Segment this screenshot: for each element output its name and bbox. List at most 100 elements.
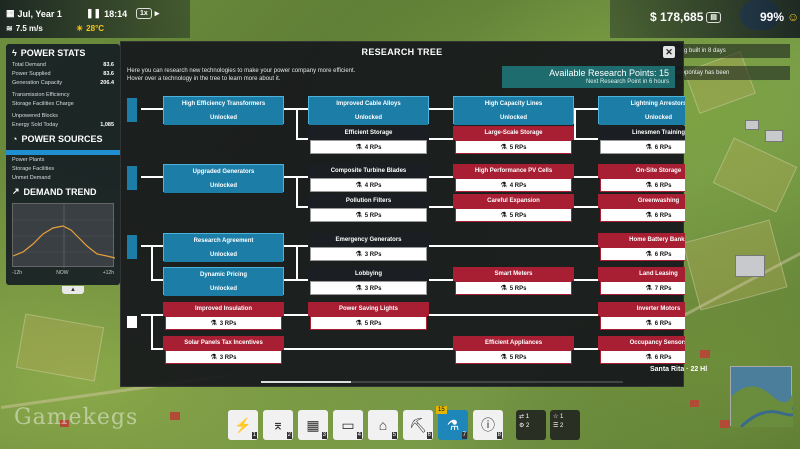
research-node-cost: ⚗ 6 RPs: [600, 208, 685, 222]
city-label[interactable]: Santa Rita · 22 Hl: [650, 366, 708, 373]
notification-1[interactable]: ... being built in 8 days: [660, 44, 790, 58]
temperature-text: 28°C: [86, 24, 105, 33]
research-node-value: 5 RPs: [364, 213, 382, 219]
research-node-title: High Performance PV Cells: [453, 164, 574, 178]
hotkey-number: 5: [391, 432, 397, 439]
research-node-title: Improved Cable Alloys: [309, 97, 428, 111]
research-node[interactable]: Research Agreement Unlocked: [163, 233, 284, 262]
notification-2[interactable]: ... Colopontay has been: [660, 66, 790, 80]
research-node-cost: Unlocked: [164, 282, 283, 296]
research-node[interactable]: Linesmen Training ⚗ 6 RPs: [598, 126, 685, 154]
flask-icon: ⚗: [645, 320, 652, 327]
research-node[interactable]: High Efficiency Transformers Unlocked: [163, 96, 284, 125]
power-stats-title: POWER STATS: [20, 48, 86, 58]
stat-label: Unpowered Blocks: [12, 113, 58, 119]
research-node-cost: ⚗ 5 RPs: [455, 281, 572, 295]
research-node[interactable]: Upgraded Generators Unlocked: [163, 164, 284, 193]
power-sources-header[interactable]: ◔ POWER SOURCES: [6, 131, 120, 148]
stat-row: Storage Facilities Charge: [6, 101, 120, 110]
toolbar-button[interactable]: ⌂ 5: [368, 410, 398, 440]
toolbar-button[interactable]: ⚗ 7 15: [436, 406, 468, 440]
research-node[interactable]: Efficient Storage ⚗ 4 RPs: [308, 126, 429, 154]
stat-rows: Total Demand 83.6 Power Supplied 83.6 Genera…: [6, 62, 120, 131]
hotkey-number: 3: [321, 432, 327, 439]
research-node[interactable]: Inverter Motors ⚗ 6 RPs: [598, 302, 685, 330]
research-node-value: 5 RPs: [509, 213, 527, 219]
close-icon[interactable]: ✕: [663, 46, 675, 58]
research-node[interactable]: Emergency Generators ⚗ 3 RPs: [308, 233, 429, 261]
research-node-cost: ⚗ 4 RPs: [310, 140, 427, 154]
research-node[interactable]: Lightning Arrestors Unlocked: [598, 96, 685, 125]
toolbar-button[interactable]: ⛏ 6: [403, 410, 433, 440]
research-node[interactable]: Pollution Filters ⚗ 5 RPs: [308, 194, 429, 222]
toolbar-button[interactable]: ⌆ 2: [263, 410, 293, 440]
toolbar-button[interactable]: ▦ 3: [298, 410, 328, 440]
flask-icon: ⚗: [355, 212, 362, 219]
hotkey-number: 1: [251, 432, 257, 439]
approval-text: 99%: [760, 10, 785, 24]
research-node-value: 4 RPs: [364, 183, 382, 189]
research-node-title: Solar Panels Tax Incentives: [163, 336, 284, 350]
collapse-panel-button[interactable]: ▲: [62, 286, 84, 294]
research-node[interactable]: Dynamic Pricing Unlocked: [163, 267, 284, 296]
power-stats-header[interactable]: ϟ POWER STATS: [6, 44, 120, 62]
horizontal-scrollbar[interactable]: [261, 381, 623, 383]
research-node-value: 6 RPs: [654, 213, 672, 219]
research-node-title: Research Agreement: [164, 234, 283, 248]
toolbar-extra-1[interactable]: ⇄ 1 ⚙ 2: [516, 410, 546, 440]
temperature-display: ☀ 28°C: [76, 24, 104, 33]
speed-label[interactable]: 1x: [136, 8, 152, 19]
research-node[interactable]: Solar Panels Tax Incentives ⚗ 3 RPs: [163, 336, 284, 364]
toolbar-button[interactable]: ⚡ 1: [228, 410, 258, 440]
research-node[interactable]: Large-Scale Storage ⚗ 5 RPs: [453, 126, 574, 154]
speed-control[interactable]: 1x ▸: [136, 8, 159, 19]
research-node-value: 3 RPs: [364, 286, 382, 292]
toolbar-button[interactable]: ⓘ 8: [473, 410, 503, 440]
research-node[interactable]: High Capacity Lines Unlocked: [453, 96, 574, 125]
research-node[interactable]: Home Battery Banks ⚗ 6 RPs: [598, 233, 685, 261]
research-node-title: Careful Expansion: [453, 194, 574, 208]
research-node-value: 3 RPs: [219, 321, 237, 327]
toolbar-button[interactable]: ▭ 4: [333, 410, 363, 440]
scrollbar-thumb[interactable]: [261, 381, 351, 383]
research-node[interactable]: Power Saving Lights ⚗ 5 RPs: [308, 302, 429, 330]
research-node[interactable]: Lobbying ⚗ 3 RPs: [308, 267, 429, 295]
hotkey-number: 8: [496, 432, 502, 439]
demand-trend-header[interactable]: ↗ DEMAND TREND: [6, 184, 120, 201]
stat-value: 83.6: [103, 62, 114, 68]
research-node[interactable]: Improved Insulation ⚗ 3 RPs: [163, 302, 284, 330]
research-node[interactable]: Greenwashing ⚗ 6 RPs: [598, 194, 685, 222]
flask-icon: ⚗: [500, 212, 507, 219]
research-node-cost: Unlocked: [164, 111, 283, 125]
pause-icon[interactable]: ❚❚: [86, 8, 102, 18]
stat-row: Transmission Efficiency: [6, 92, 120, 101]
research-node[interactable]: On-Site Storage ⚗ 6 RPs: [598, 164, 685, 192]
research-node[interactable]: Careful Expansion ⚗ 5 RPs: [453, 194, 574, 222]
stat-row: Power Supplied 83.6: [6, 71, 120, 80]
research-node[interactable]: Efficient Appliances ⚗ 5 RPs: [453, 336, 574, 364]
research-node[interactable]: Smart Meters ⚗ 5 RPs: [453, 267, 574, 295]
toolbar-extra-2[interactable]: ☆ 1 ☰ 2: [550, 410, 580, 440]
research-tree[interactable]: High Efficiency Transformers Unlocked Impr…: [121, 94, 685, 379]
date-display: ▦ Jul, Year 1: [6, 8, 62, 19]
stat-row: Energy Sold Today 1,085: [6, 122, 120, 131]
fast-forward-icon[interactable]: ▸: [154, 8, 160, 18]
power-plant-icon: ⚡: [234, 417, 252, 433]
tree-stub: [127, 166, 137, 190]
research-node[interactable]: Land Leasing ⚗ 7 RPs: [598, 267, 685, 295]
research-node-cost: ⚗ 3 RPs: [165, 316, 282, 330]
minimap[interactable]: [730, 366, 797, 429]
research-node[interactable]: Improved Cable Alloys Unlocked: [308, 96, 429, 125]
research-node-title: Efficient Appliances: [453, 336, 574, 350]
lightning-icon: ϟ: [12, 48, 17, 58]
research-node[interactable]: Composite Turbine Blades ⚗ 4 RPs: [308, 164, 429, 192]
source-row: Unmet Demand: [12, 175, 51, 181]
finance-icon[interactable]: ▤: [706, 11, 722, 23]
research-node-title: Composite Turbine Blades: [308, 164, 429, 178]
transmission-tower-icon: ⌆: [272, 417, 284, 433]
research-node-title: Occupancy Sensors: [598, 336, 685, 350]
flask-icon: ⚗: [500, 144, 507, 151]
research-node[interactable]: High Performance PV Cells ⚗ 4 RPs: [453, 164, 574, 192]
intro-text: Here you can research new technologies t…: [127, 68, 356, 82]
research-node[interactable]: Occupancy Sensors ⚗ 6 RPs: [598, 336, 685, 364]
